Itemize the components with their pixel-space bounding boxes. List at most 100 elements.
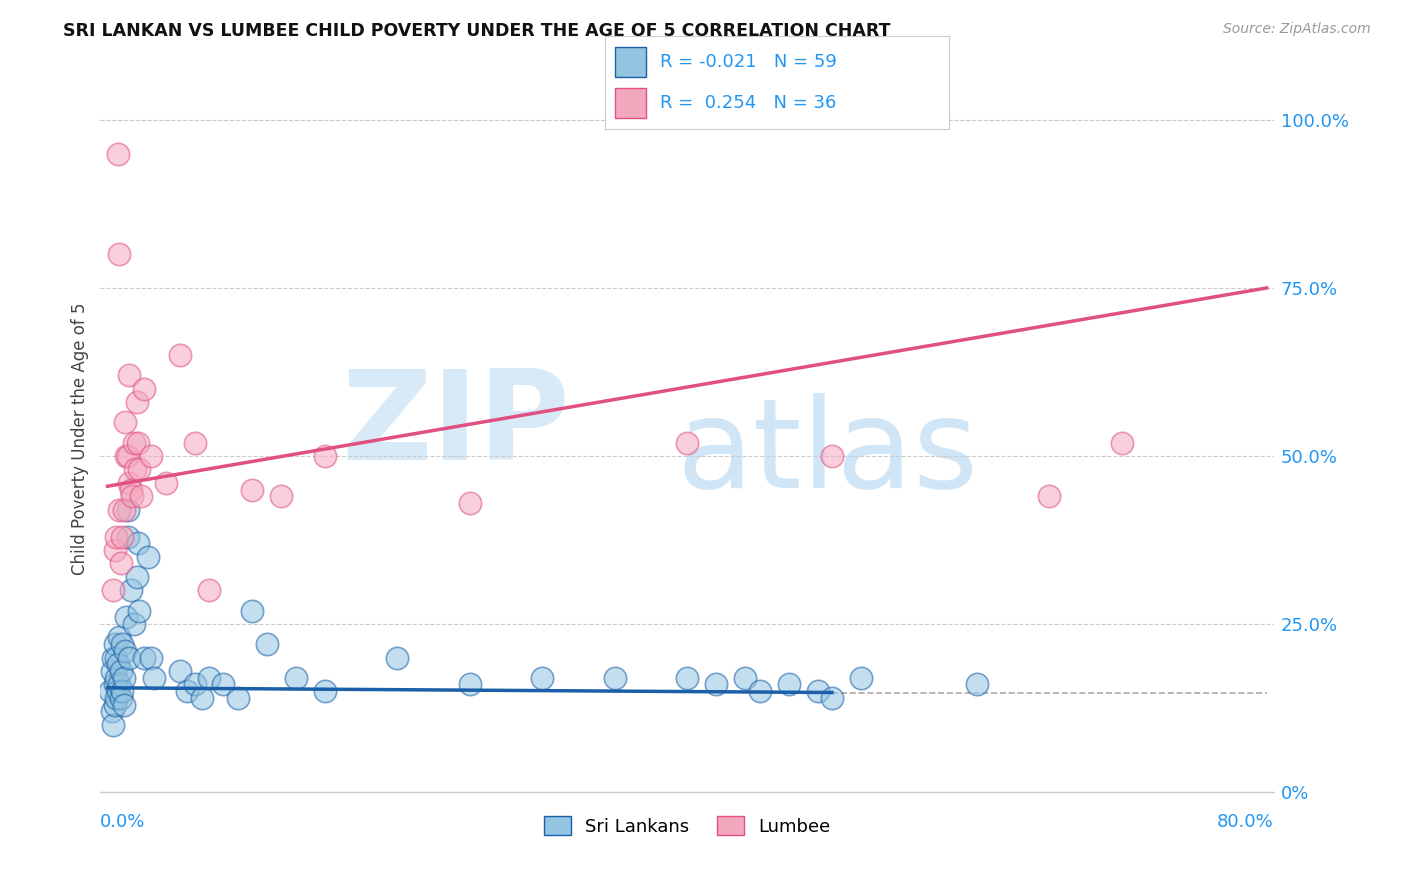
- Point: [107, 146, 129, 161]
- Point: [125, 395, 148, 409]
- Point: [110, 557, 132, 571]
- Point: [118, 475, 141, 490]
- Text: ZIP: ZIP: [342, 365, 569, 485]
- Point: [108, 502, 131, 516]
- Point: [107, 684, 129, 698]
- Point: [114, 416, 136, 430]
- Point: [117, 530, 139, 544]
- Point: [104, 698, 127, 712]
- FancyBboxPatch shape: [614, 47, 645, 77]
- Text: R = -0.021   N = 59: R = -0.021 N = 59: [659, 53, 837, 70]
- Point: [704, 677, 727, 691]
- Point: [242, 483, 264, 497]
- Point: [132, 382, 155, 396]
- Point: [284, 671, 307, 685]
- Point: [212, 677, 235, 691]
- Point: [314, 449, 336, 463]
- Point: [101, 704, 124, 718]
- Point: [198, 671, 221, 685]
- Point: [105, 671, 128, 685]
- Point: [117, 502, 139, 516]
- Point: [256, 637, 278, 651]
- Point: [1111, 435, 1133, 450]
- Point: [183, 677, 205, 691]
- Point: [458, 496, 481, 510]
- Point: [176, 684, 198, 698]
- Point: [112, 698, 135, 712]
- Point: [118, 650, 141, 665]
- Point: [748, 684, 770, 698]
- Point: [821, 449, 844, 463]
- Point: [821, 690, 844, 705]
- Point: [103, 583, 125, 598]
- Point: [101, 664, 124, 678]
- Point: [849, 671, 872, 685]
- Point: [142, 671, 165, 685]
- Point: [139, 650, 162, 665]
- Point: [226, 690, 249, 705]
- Point: [110, 690, 132, 705]
- Point: [107, 657, 129, 672]
- Point: [778, 677, 800, 691]
- Point: [198, 583, 221, 598]
- Point: [169, 664, 191, 678]
- Point: [734, 671, 756, 685]
- Point: [100, 684, 122, 698]
- Text: 80.0%: 80.0%: [1218, 814, 1274, 831]
- Point: [676, 435, 699, 450]
- Point: [270, 489, 292, 503]
- Point: [387, 650, 409, 665]
- Point: [676, 671, 699, 685]
- Point: [118, 368, 141, 383]
- Point: [122, 617, 145, 632]
- Point: [132, 650, 155, 665]
- Point: [111, 637, 134, 651]
- Point: [127, 435, 149, 450]
- Point: [117, 449, 139, 463]
- Point: [120, 483, 142, 497]
- Point: [128, 603, 150, 617]
- FancyBboxPatch shape: [614, 88, 645, 118]
- Point: [125, 570, 148, 584]
- Point: [1038, 489, 1060, 503]
- Point: [121, 489, 143, 503]
- Point: [104, 637, 127, 651]
- Point: [104, 543, 127, 558]
- Point: [127, 536, 149, 550]
- Text: Source: ZipAtlas.com: Source: ZipAtlas.com: [1223, 22, 1371, 37]
- Point: [183, 435, 205, 450]
- Point: [128, 462, 150, 476]
- Point: [124, 462, 146, 476]
- Text: 0.0%: 0.0%: [100, 814, 146, 831]
- Text: R =  0.254   N = 36: R = 0.254 N = 36: [659, 95, 837, 112]
- Point: [112, 671, 135, 685]
- Point: [169, 348, 191, 362]
- Point: [108, 677, 131, 691]
- Point: [105, 690, 128, 705]
- Point: [115, 449, 138, 463]
- Point: [136, 549, 159, 564]
- Point: [458, 677, 481, 691]
- Point: [122, 435, 145, 450]
- Point: [129, 489, 152, 503]
- Point: [114, 644, 136, 658]
- Point: [108, 247, 131, 261]
- Point: [966, 677, 988, 691]
- Point: [110, 664, 132, 678]
- Point: [103, 650, 125, 665]
- Point: [104, 677, 127, 691]
- Point: [105, 650, 128, 665]
- Point: [806, 684, 828, 698]
- Point: [139, 449, 162, 463]
- Text: SRI LANKAN VS LUMBEE CHILD POVERTY UNDER THE AGE OF 5 CORRELATION CHART: SRI LANKAN VS LUMBEE CHILD POVERTY UNDER…: [63, 22, 891, 40]
- Point: [103, 718, 125, 732]
- Point: [111, 684, 134, 698]
- Point: [314, 684, 336, 698]
- Point: [108, 631, 131, 645]
- Point: [155, 475, 177, 490]
- Legend: Sri Lankans, Lumbee: Sri Lankans, Lumbee: [537, 809, 838, 843]
- Point: [115, 610, 138, 624]
- Point: [531, 671, 554, 685]
- Point: [105, 530, 128, 544]
- Point: [111, 530, 134, 544]
